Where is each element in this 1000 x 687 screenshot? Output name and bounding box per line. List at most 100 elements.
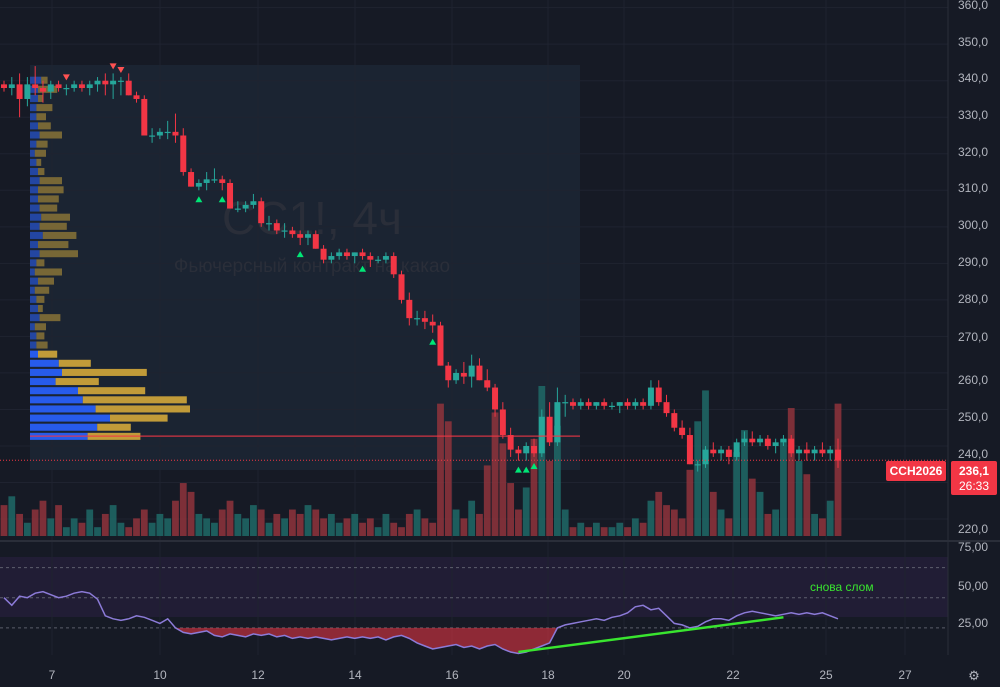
vp-up-bar <box>30 85 38 93</box>
candle-body <box>569 402 576 406</box>
vp-up-bar <box>30 241 38 249</box>
vp-down-bar <box>78 387 146 395</box>
volume-bar <box>195 513 203 536</box>
time-label: 18 <box>541 668 555 682</box>
rsi-label: 75,00 <box>958 540 988 554</box>
candle-body <box>655 387 662 403</box>
rsi-axis[interactable]: 75,00 50,00 25,00 <box>958 540 988 630</box>
vp-up-bar <box>30 104 37 112</box>
candle-body <box>577 402 584 406</box>
volume-bar <box>94 527 101 536</box>
candle-body <box>647 387 654 406</box>
candle-body <box>718 449 725 454</box>
vp-up-bar <box>30 295 37 303</box>
volume-bar <box>39 500 47 536</box>
candles <box>1 66 841 472</box>
time-axis[interactable]: 7 10 12 14 16 18 20 22 25 27 ⚙ <box>49 668 980 683</box>
volume-bar <box>335 522 343 536</box>
volume-bar <box>694 421 702 536</box>
candle-body <box>258 201 265 224</box>
vp-up-bar <box>30 222 40 230</box>
vp-up-bar <box>30 314 40 322</box>
volume-bar <box>273 513 281 536</box>
candle-body <box>764 438 771 446</box>
volume-bar <box>8 496 16 536</box>
candle-body <box>180 135 187 173</box>
volume-bar <box>382 513 390 536</box>
volume-bar <box>148 522 156 536</box>
candle-body <box>725 449 732 457</box>
candle-body <box>694 464 701 466</box>
candle-body <box>414 318 421 320</box>
vp-up-bar <box>30 277 38 285</box>
vp-up-bar <box>30 387 78 395</box>
vp-down-bar <box>95 405 190 413</box>
volume-bar <box>359 522 366 536</box>
candle-body <box>234 208 241 210</box>
candle-body <box>593 402 600 406</box>
candle-body <box>94 80 101 85</box>
volume-bar <box>0 505 8 536</box>
volume-bar <box>250 505 257 536</box>
candle-body <box>211 179 218 181</box>
vp-up-bar <box>30 158 37 166</box>
candle-body <box>546 416 553 443</box>
candle-body <box>429 321 436 326</box>
candle-body <box>702 449 709 465</box>
volume-bar <box>101 513 109 536</box>
vp-down-bar <box>41 213 70 221</box>
candle-body <box>445 365 452 381</box>
volume-bar <box>23 522 31 536</box>
vp-down-bar <box>34 149 46 157</box>
candle-body <box>640 402 647 406</box>
volume-bar <box>452 509 460 536</box>
candle-body <box>624 402 631 406</box>
volume-bar <box>639 522 647 536</box>
volume-bar <box>600 527 608 536</box>
buy-signal-icon <box>218 196 226 203</box>
bar-countdown: 26:33 <box>959 479 989 493</box>
volume-bar <box>164 518 172 536</box>
price-axis[interactable]: 360,0 350,0 340,0 330,0 320,0 310,0 300,… <box>958 0 988 536</box>
vp-down-bar <box>38 304 43 313</box>
candle-body <box>32 84 39 89</box>
vp-down-bar <box>62 368 147 376</box>
vp-up-bar <box>30 113 37 121</box>
volume-bar <box>413 509 421 536</box>
candle-body <box>242 204 249 209</box>
last-price-value: 236,1 <box>959 464 989 478</box>
candle-body <box>398 274 405 300</box>
candle-body <box>8 84 15 89</box>
candle-body <box>437 325 444 366</box>
volume-bar <box>366 518 374 536</box>
watermark-description: Фьючерсный контракт на какао <box>174 256 450 277</box>
candle-body <box>772 442 779 446</box>
candle-body <box>289 230 296 235</box>
volume-bar <box>780 438 787 536</box>
candle-body <box>188 172 195 187</box>
volume-bar <box>405 513 413 536</box>
volume-bar <box>218 509 226 536</box>
volume-bar <box>187 491 195 536</box>
candle-body <box>297 234 304 238</box>
candle-body <box>492 387 499 410</box>
buy-signal-icon <box>530 462 538 469</box>
vp-up-bar <box>30 341 37 349</box>
volume-bar <box>631 518 639 536</box>
candle-body <box>304 234 311 238</box>
candle-body <box>663 402 670 414</box>
volume-bar <box>351 513 359 536</box>
price-label: 250,0 <box>958 410 988 424</box>
vp-down-bar <box>38 186 64 194</box>
volume-bar <box>515 509 522 536</box>
candle-body <box>336 252 343 257</box>
volume-bar <box>483 465 491 536</box>
candle-body <box>741 438 748 443</box>
vp-up-bar <box>30 368 62 376</box>
volume-bar <box>826 500 834 536</box>
vp-up-bar <box>30 149 35 157</box>
settings-icon[interactable]: ⚙ <box>968 668 980 683</box>
volume-bar <box>686 469 694 536</box>
last-price-badge[interactable]: CCH2026 236,1 26:33 <box>886 461 997 495</box>
volume-bar <box>86 509 94 536</box>
